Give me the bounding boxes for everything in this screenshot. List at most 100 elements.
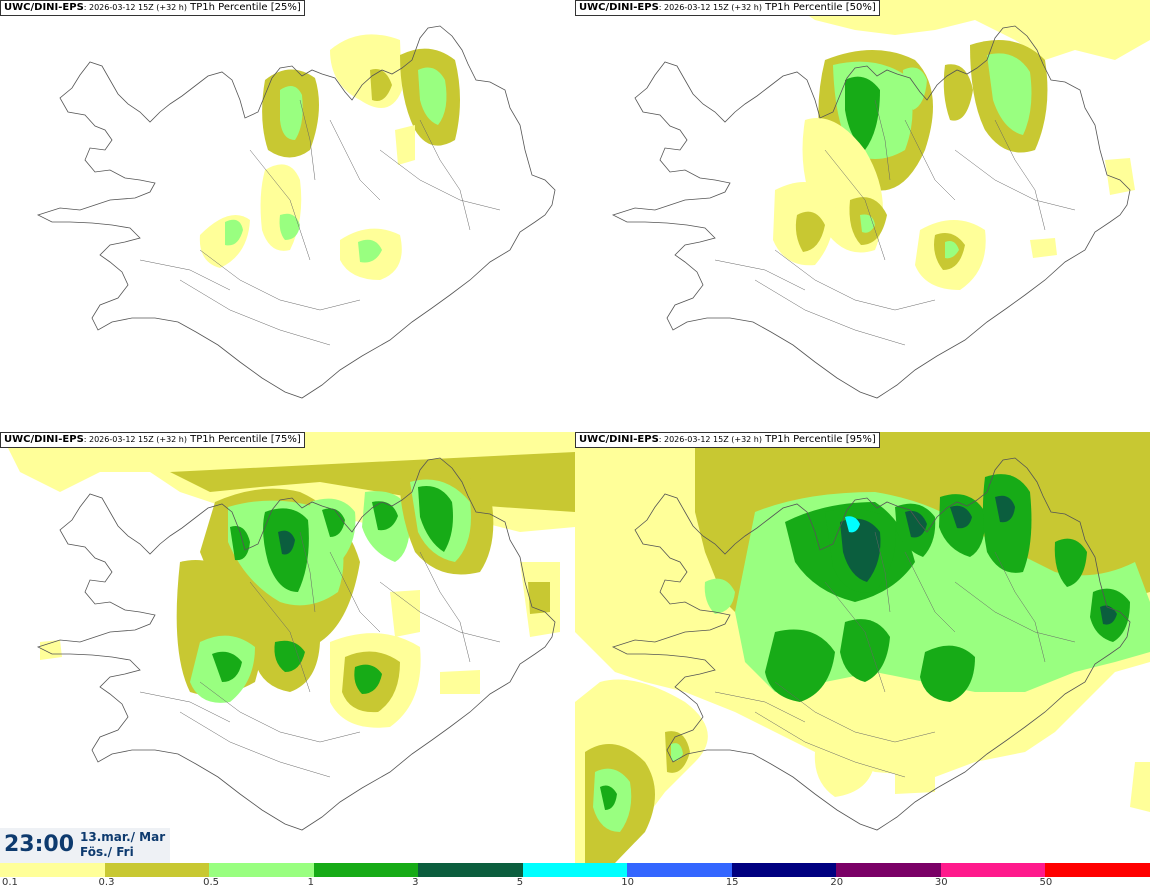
boundary-line xyxy=(874,531,891,613)
legend-tick-label: 50 xyxy=(1039,877,1053,888)
panel-title: UWC/DINI-EPS: 2026-03-12 15Z (+32 h) TP1… xyxy=(0,0,305,16)
panel-title: UWC/DINI-EPS: 2026-03-12 15Z (+32 h) TP1… xyxy=(575,432,880,448)
legend-swatch xyxy=(418,863,523,877)
precip-area xyxy=(945,241,959,259)
boundary-line xyxy=(824,149,886,261)
iceland-coastline xyxy=(611,457,1131,831)
precip-area xyxy=(1105,158,1135,195)
boundary-line xyxy=(139,259,231,291)
precip-area xyxy=(279,213,300,240)
precip-area xyxy=(1100,605,1117,625)
legend-swatch xyxy=(1045,863,1150,877)
precip-area xyxy=(1130,762,1150,812)
boundary-line xyxy=(199,249,361,311)
map-panel-50th-percentile: UWC/DINI-EPS: 2026-03-12 15Z (+32 h) TP1… xyxy=(575,0,1150,431)
boundary-line xyxy=(754,279,906,346)
precip-area xyxy=(920,645,975,702)
precip-area xyxy=(905,510,927,538)
legend-swatch xyxy=(104,863,210,877)
legend-tick-label: 10 xyxy=(621,877,634,888)
legend-swatch xyxy=(522,863,628,877)
boundary-line xyxy=(419,119,471,231)
precip-area xyxy=(390,590,420,637)
precip-area xyxy=(278,530,295,555)
legend-tick-label: 0.3 xyxy=(98,877,115,888)
precip-area xyxy=(671,743,683,762)
boundary-line xyxy=(299,531,316,613)
precip-area xyxy=(814,748,875,797)
boundary-line xyxy=(954,149,1076,211)
legend-swatch xyxy=(209,863,314,877)
precip-area xyxy=(1030,238,1057,258)
boundary-line xyxy=(824,581,886,693)
valid-time: 23:00 xyxy=(4,832,75,857)
precip-map-95 xyxy=(575,432,1150,863)
boundary-line xyxy=(379,149,501,211)
date-line-1: 13.mar./ Mar xyxy=(80,830,166,844)
precip-area xyxy=(840,619,890,682)
precip-area xyxy=(199,215,250,268)
map-panel-75th-percentile: UWC/DINI-EPS: 2026-03-12 15Z (+32 h) TP1… xyxy=(0,432,575,863)
precip-area xyxy=(903,67,927,110)
precip-area xyxy=(982,474,1032,573)
precip-area xyxy=(370,69,392,101)
precip-area xyxy=(943,64,973,121)
boundary-line xyxy=(179,279,331,346)
boundary-line xyxy=(904,551,956,633)
boundary-line xyxy=(329,551,381,633)
precip-area xyxy=(418,486,453,552)
precip-map-50 xyxy=(611,0,1150,399)
boundary-line xyxy=(379,581,501,643)
legend-tick-label: 3 xyxy=(412,877,419,888)
boundary-line xyxy=(774,681,936,743)
precip-area xyxy=(330,34,402,108)
iceland-coastline xyxy=(611,25,1131,399)
legend-tick-label: 0.1 xyxy=(2,877,18,888)
precip-area xyxy=(987,53,1032,135)
precip-area xyxy=(704,578,735,614)
precip-area xyxy=(372,501,398,531)
precip-area xyxy=(395,125,415,165)
legend-tick-label: 20 xyxy=(830,877,844,888)
boundary-line xyxy=(179,711,331,778)
precip-area xyxy=(440,670,480,694)
boundary-line xyxy=(199,681,361,743)
legend-tick-label: 5 xyxy=(516,877,524,888)
iceland-coastline xyxy=(36,25,556,399)
precip-area xyxy=(845,76,880,150)
precip-area xyxy=(354,664,382,694)
boundary-line xyxy=(994,119,1046,231)
precip-area xyxy=(845,516,860,533)
precip-map-25 xyxy=(36,25,556,399)
valid-time-box: 23:00 13.mar./ Mar Fös./ Fri xyxy=(0,828,170,863)
boundary-line xyxy=(904,119,956,201)
boundary-line xyxy=(714,691,806,723)
legend-swatch xyxy=(836,863,941,877)
boundary-line xyxy=(714,259,806,291)
precip-area xyxy=(260,164,302,251)
precip-map-75 xyxy=(0,432,575,831)
boundary-line xyxy=(329,119,381,201)
iceland-coastline xyxy=(36,457,556,831)
precip-area xyxy=(528,582,550,614)
legend-tick-label: 15 xyxy=(725,877,739,888)
precip-area xyxy=(358,239,382,263)
legend-tick-label: 0.5 xyxy=(203,877,219,888)
boundary-line xyxy=(249,581,311,693)
boundary-line xyxy=(249,149,311,261)
legend-tick-label: 30 xyxy=(934,877,948,888)
map-panel-25th-percentile: UWC/DINI-EPS: 2026-03-12 15Z (+32 h) TP1… xyxy=(0,0,575,431)
boundary-line xyxy=(139,691,231,723)
precip-area xyxy=(575,552,597,572)
legend-swatch xyxy=(0,863,105,877)
boundary-line xyxy=(994,551,1046,663)
panel-title: UWC/DINI-EPS: 2026-03-12 15Z (+32 h) TP1… xyxy=(0,432,305,448)
boundary-line xyxy=(874,99,891,181)
precip-area xyxy=(895,762,935,794)
legend-swatch xyxy=(731,863,837,877)
boundary-line xyxy=(754,711,906,778)
precip-area xyxy=(765,629,835,702)
panel-title: UWC/DINI-EPS: 2026-03-12 15Z (+32 h) TP1… xyxy=(575,0,880,16)
precip-area xyxy=(600,785,617,810)
precip-area xyxy=(950,505,972,529)
